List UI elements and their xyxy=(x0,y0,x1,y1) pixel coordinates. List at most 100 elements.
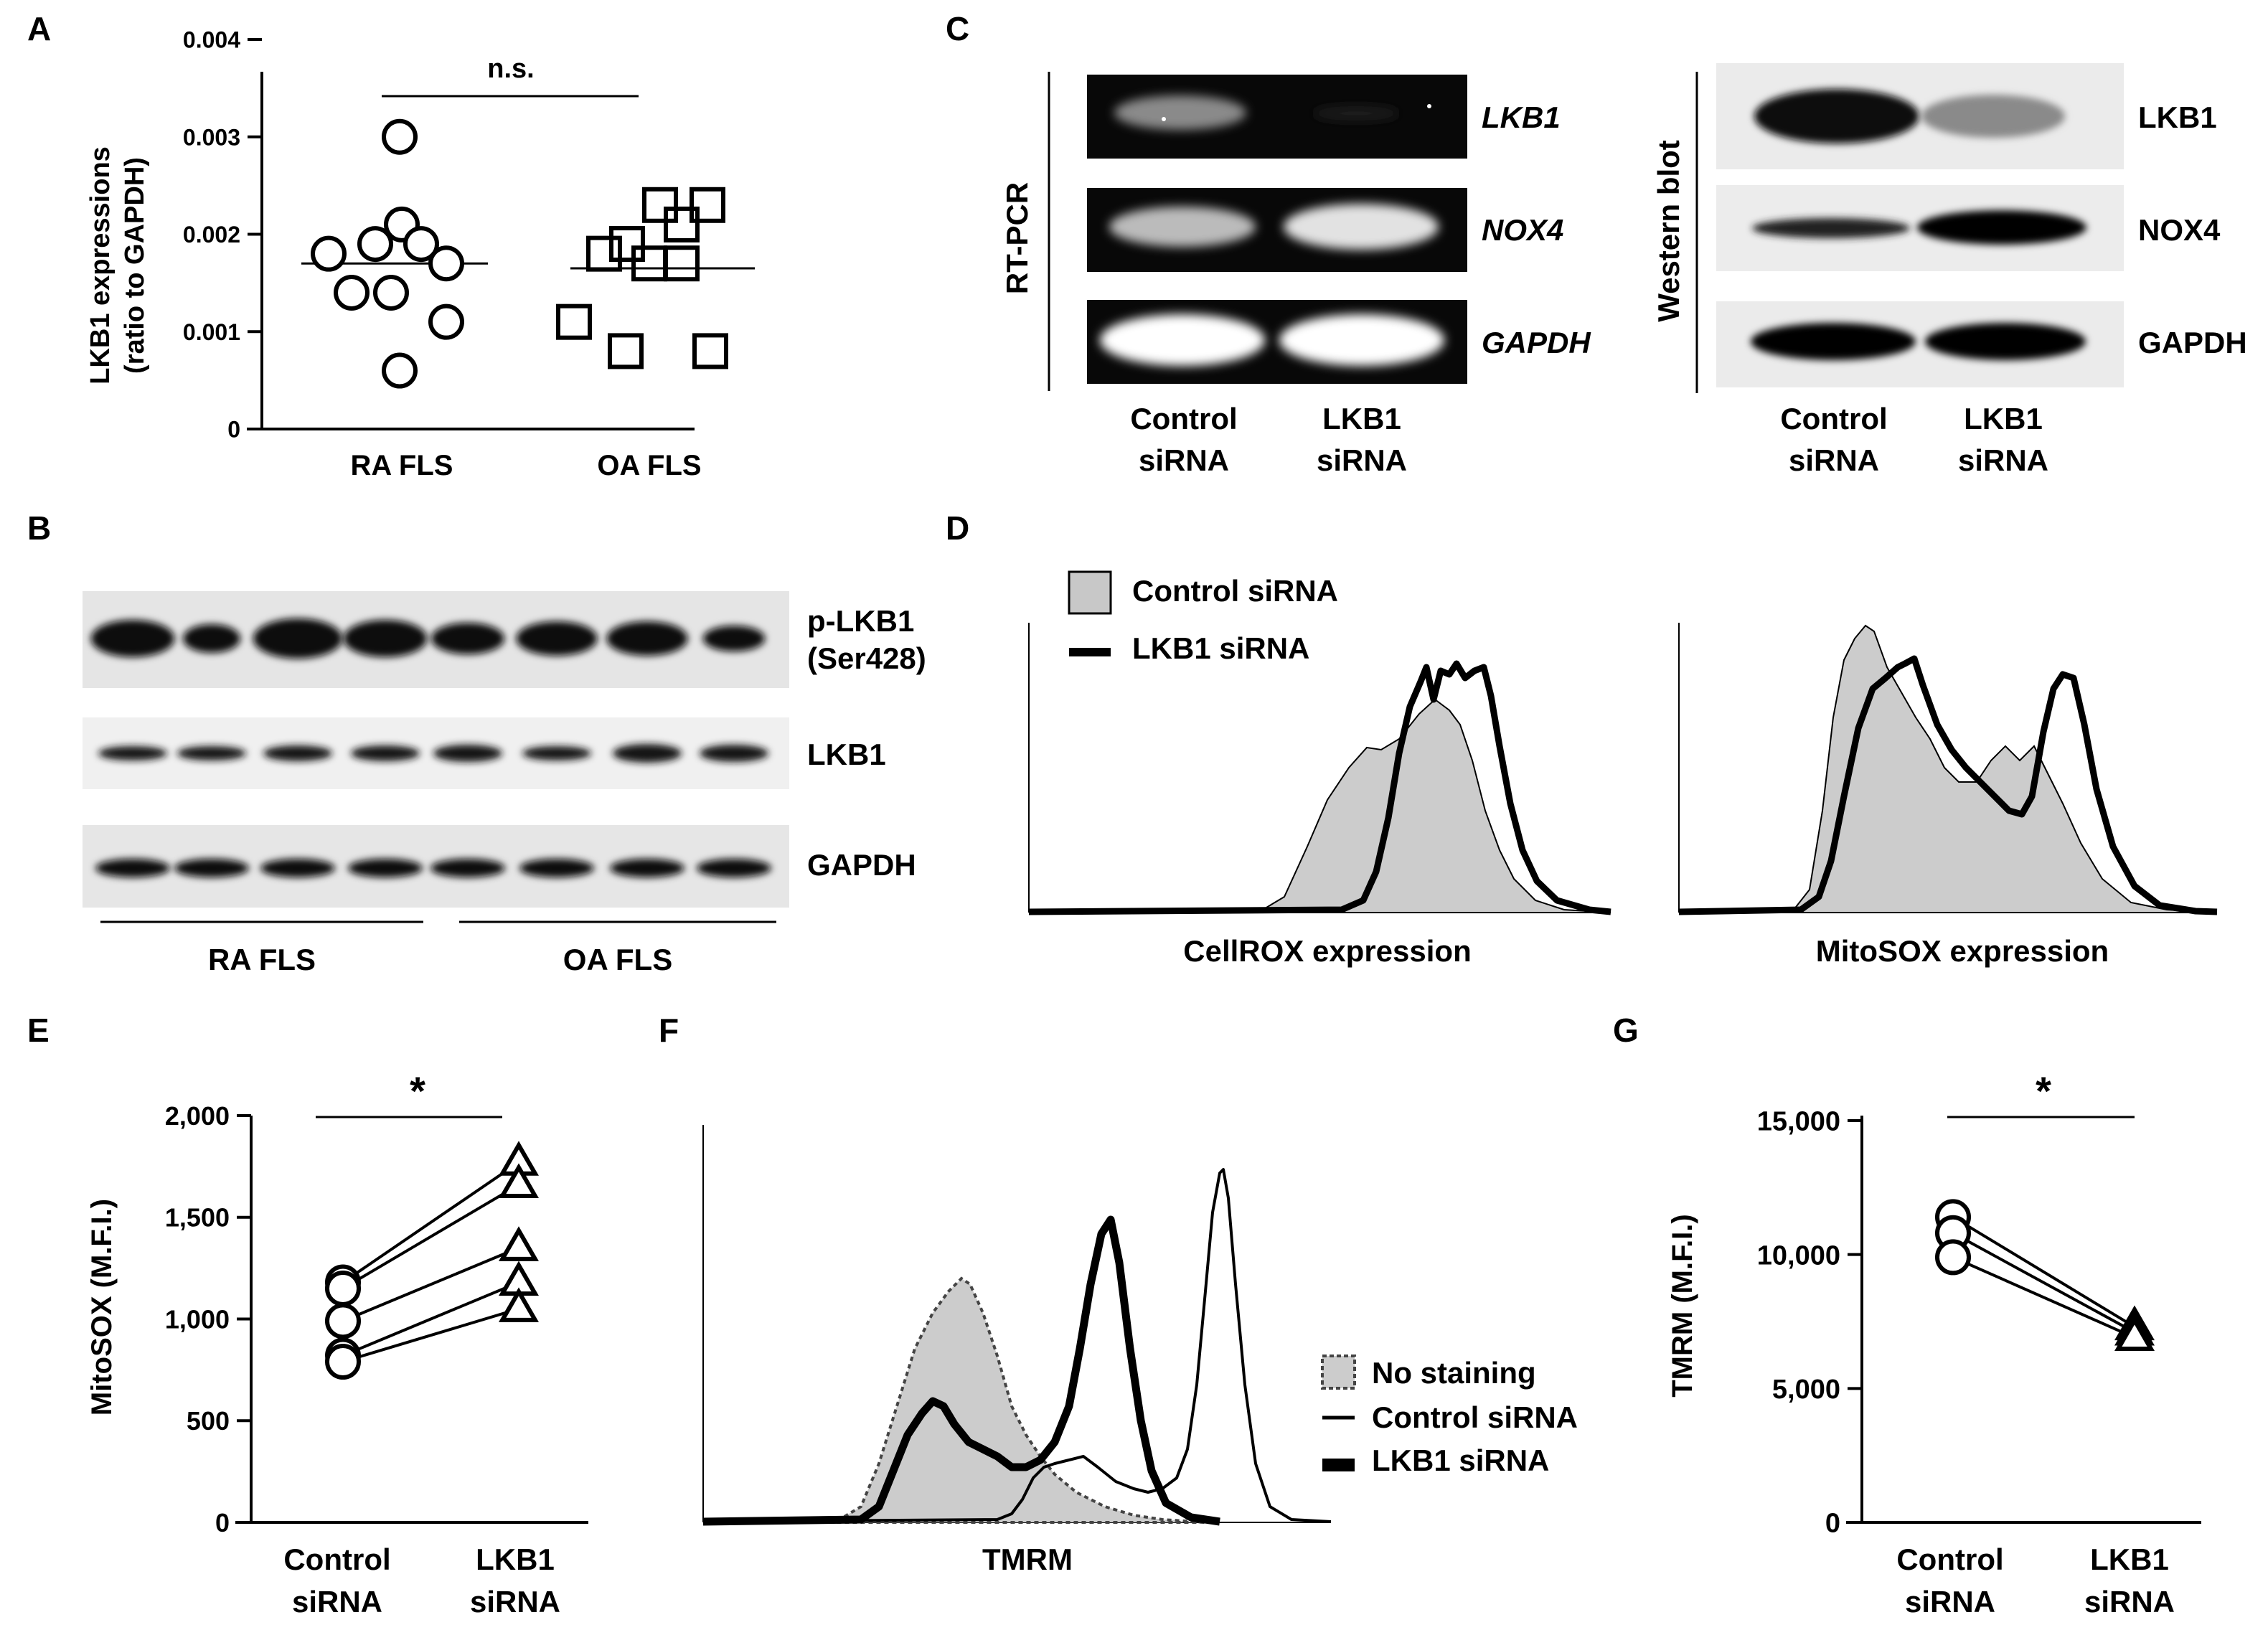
panel-a-point-oa xyxy=(692,333,728,369)
panel-f: F TMRM No staining Control siRNA LKB1 si… xyxy=(659,1012,1578,1576)
panel-e-ylabel: MitoSOX (M.F.I.) xyxy=(86,1199,118,1415)
blot-b-band-plkb1 xyxy=(702,626,766,651)
hist-f-lkb1-siRNA xyxy=(702,1215,1220,1526)
panel-g-xcat1-line1: Control xyxy=(1896,1542,2003,1576)
hist-d1-lkb1-siRNA xyxy=(1028,660,1611,915)
legend-f-lkb1-label: LKB1 siRNA xyxy=(1372,1443,1549,1477)
wb-protein-nox4: NOX4 xyxy=(2138,213,2221,247)
hist-d1-control-siRNA xyxy=(1028,698,1611,913)
gel-lkb1-band-kd xyxy=(1313,106,1399,121)
panel-g-significance: * xyxy=(2036,1068,2051,1113)
rtpcr-title: RT-PCR xyxy=(1000,182,1034,294)
gel-lkb1-band-control xyxy=(1114,95,1246,130)
panel-c: C RT-PCR LKB1 NOX4 GAPDH Control siRNA L… xyxy=(946,10,2247,477)
wb-lane2-line1: LKB1 xyxy=(1964,402,2043,435)
panel-a-y-ticks: 0 0.001 0.002 0.003 0.004 xyxy=(183,27,262,443)
panel-e-pair-line xyxy=(342,1161,520,1284)
panel-a-y-tick-label: 0 xyxy=(227,417,240,443)
gel-gapdh-band-control xyxy=(1100,314,1265,366)
panel-e-point-lkb1 xyxy=(499,1287,539,1322)
blot-b-band-plkb1 xyxy=(516,621,598,656)
blot-b-band-gapdh xyxy=(260,859,335,877)
wb-lane1-line1: Control xyxy=(1780,402,1887,435)
hist-d1-xlabel: CellROX expression xyxy=(1183,934,1471,968)
panel-a-point-oa xyxy=(642,187,678,223)
panel-e: E MitoSOX (M.F.I.) 0 500 1,000 1,500 2,000 *… xyxy=(27,1012,588,1619)
panel-e-xcat1-line1: Control xyxy=(283,1542,390,1576)
wb-lane2-line2: siRNA xyxy=(1958,443,2048,477)
panel-d: D Control siRNA LKB1 siRNA CellROX expre… xyxy=(946,509,2218,968)
blot-b-band-gapdh xyxy=(95,859,170,877)
panel-a-point-ra xyxy=(382,118,418,155)
panel-g-point-control xyxy=(1935,1239,1971,1276)
panel-a-point-ra xyxy=(403,226,439,263)
panel-g-xcat2-line2: siRNA xyxy=(2084,1585,2175,1619)
panel-a-data xyxy=(301,118,755,389)
panel-e-point-control xyxy=(325,1270,361,1306)
blot-b-group-ra: RA FLS xyxy=(208,943,316,976)
legend-d-lkb1-label: LKB1 siRNA xyxy=(1132,631,1309,665)
hist-f-no-staining xyxy=(702,1276,1206,1524)
panel-e-point-lkb1 xyxy=(499,1163,539,1198)
panel-g-data xyxy=(1935,1199,2155,1351)
panel-a-ylabel-line2: (ratio to GAPDH) xyxy=(120,157,150,374)
panel-a-xcat-ra: RA FLS xyxy=(351,450,453,481)
blot-b-band-plkb1 xyxy=(253,618,343,659)
hist-d2-control-siRNA xyxy=(1678,624,2218,913)
panel-b: B p-LKB1 (Ser428) LKB1 GAPDH RA FLS OA F… xyxy=(27,509,926,976)
panel-g-xcat2-line1: LKB1 xyxy=(2090,1542,2169,1576)
panel-a-point-ra xyxy=(334,274,370,311)
panel-e-y-tick-label: 2,000 xyxy=(165,1101,230,1131)
blot-b-band-gapdh xyxy=(348,859,423,877)
wb-gapdh-band-kd xyxy=(1925,323,2086,360)
hist-d2-xlabel: MitoSOX expression xyxy=(1816,934,2109,968)
blot-b-band-lkb1 xyxy=(351,745,420,761)
panel-a-xcat-oa: OA FLS xyxy=(597,450,701,481)
wb-nox4-band-control xyxy=(1752,218,1910,238)
blot-b-band-gapdh xyxy=(519,859,594,877)
panel-g-letter: G xyxy=(1613,1012,1639,1049)
rtpcr-gene-nox4: NOX4 xyxy=(1482,213,1563,247)
legend-f-control-label: Control siRNA xyxy=(1372,1400,1578,1434)
panel-g-y-ticks: 0 5,000 10,000 15,000 xyxy=(1757,1107,1862,1539)
panel-e-point-control xyxy=(325,1344,361,1380)
blot-b-band-plkb1 xyxy=(606,621,688,656)
panel-a-point-oa xyxy=(664,206,700,242)
panel-e-point-lkb1 xyxy=(499,1226,539,1261)
legend-f-no-staining-label: No staining xyxy=(1372,1356,1536,1390)
panel-a-point-ra xyxy=(373,274,409,311)
rtpcr-gene-gapdh: GAPDH xyxy=(1482,326,1591,359)
panel-e-point-control xyxy=(325,1303,361,1339)
panel-a-point-oa xyxy=(664,245,700,282)
panel-d-letter: D xyxy=(946,509,969,547)
rtpcr-gene-lkb1: LKB1 xyxy=(1482,100,1561,134)
rtpcr-lane1-line2: siRNA xyxy=(1139,443,1229,477)
blot-b-band-lkb1 xyxy=(263,745,332,761)
blot-b-label-gapdh: GAPDH xyxy=(807,848,916,882)
blot-b-band-lkb1 xyxy=(433,745,502,762)
panel-a-y-tick-label: 0.001 xyxy=(183,319,240,345)
panel-g-y-tick-label: 10,000 xyxy=(1757,1240,1840,1271)
panel-a-point-ra xyxy=(357,226,393,263)
blot-b-band-lkb1 xyxy=(98,746,167,760)
wb-gapdh-band-control xyxy=(1751,323,1916,360)
rtpcr-lane2-line1: LKB1 xyxy=(1322,402,1401,435)
panel-e-letter: E xyxy=(27,1012,50,1049)
panel-e-pair-line xyxy=(342,1246,519,1323)
legend-d-lkb1-swatch xyxy=(1069,648,1111,656)
blot-b-band-lkb1 xyxy=(177,746,246,760)
hist-f-control-siRNA xyxy=(702,1168,1332,1523)
legend-d-control-swatch xyxy=(1068,570,1112,615)
panel-g-pair-line xyxy=(1952,1232,2135,1334)
panel-a-significance: n.s. xyxy=(487,54,534,84)
wb-protein-gapdh: GAPDH xyxy=(2138,326,2247,359)
panel-e-xcat2-line2: siRNA xyxy=(470,1585,560,1619)
panel-g-ylabel: TMRM (M.F.I.) xyxy=(1667,1214,1698,1398)
hist-d2-lkb1-siRNA xyxy=(1678,655,2218,915)
legend-d-control-label: Control siRNA xyxy=(1132,574,1338,608)
panel-g-y-tick-label: 0 xyxy=(1825,1509,1840,1539)
panel-e-y-tick-label: 500 xyxy=(187,1406,230,1436)
wb-title: Western blot xyxy=(1652,140,1685,322)
blot-b-band-lkb1 xyxy=(700,745,768,762)
